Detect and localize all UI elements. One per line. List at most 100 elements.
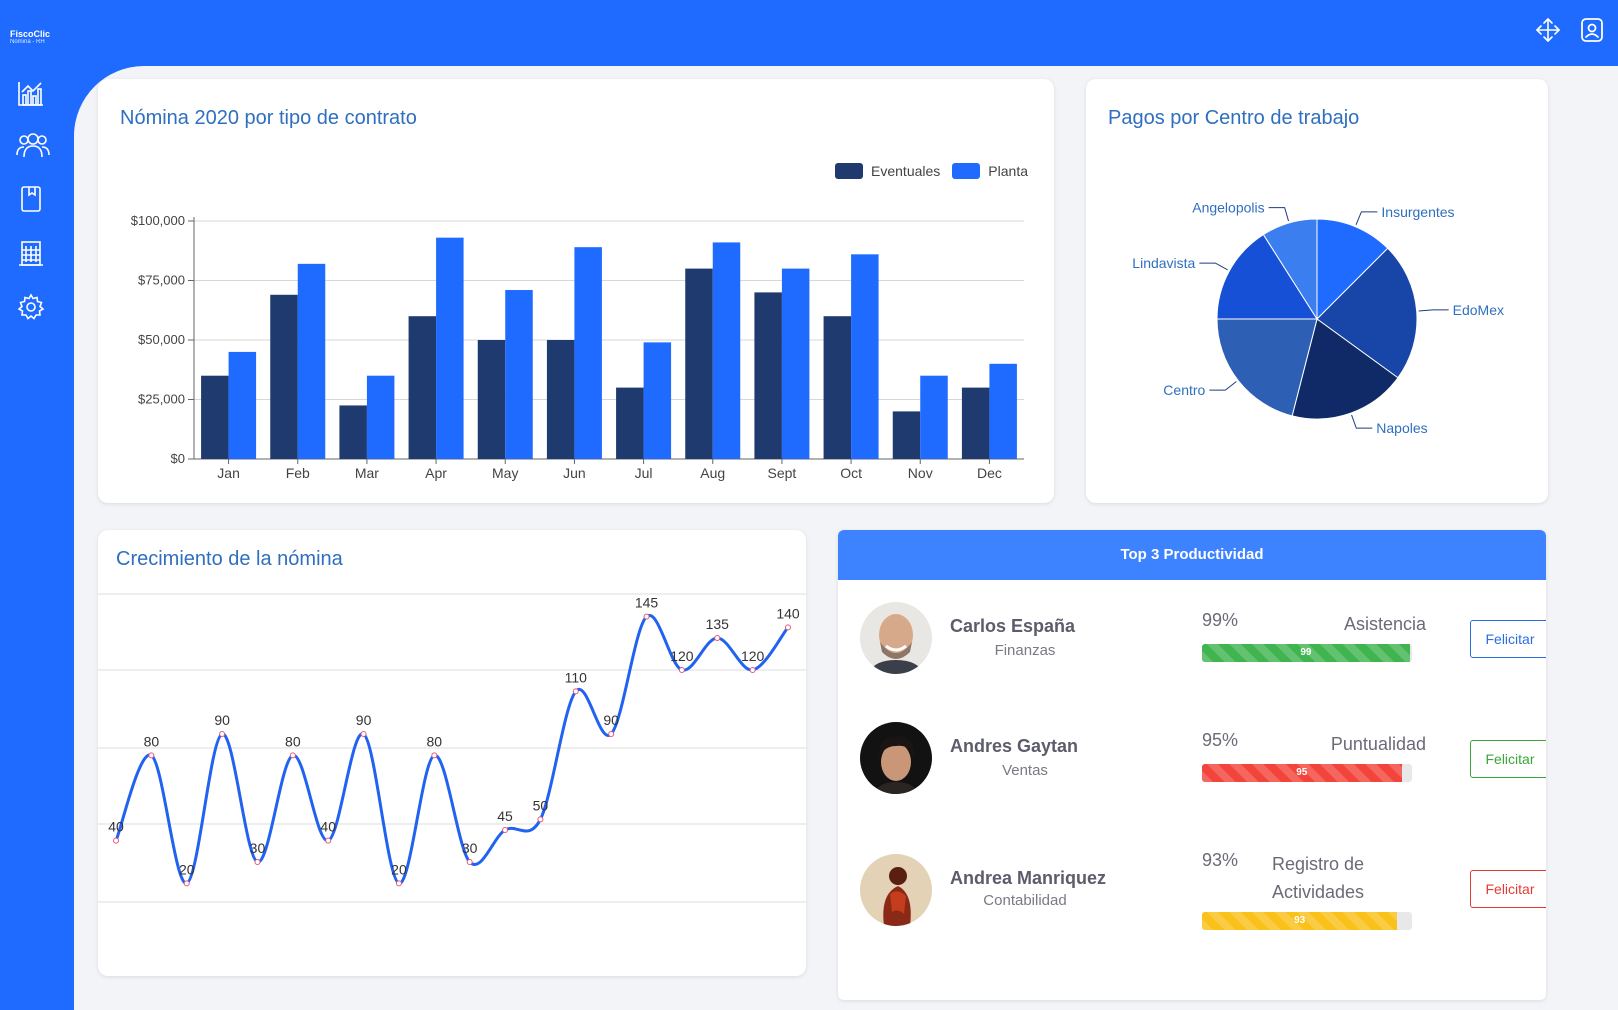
bar-eventuales-may[interactable] bbox=[477, 340, 506, 459]
line-point[interactable] bbox=[466, 859, 473, 865]
profile-icon[interactable] bbox=[1578, 16, 1606, 44]
person-department: Ventas bbox=[1002, 762, 1048, 779]
pie-chart-title: Pagos por Centro de trabajo bbox=[1108, 107, 1360, 129]
pie-slice-centro[interactable] bbox=[1216, 318, 1318, 417]
felicitar-button[interactable]: Felicitar bbox=[1470, 620, 1546, 658]
line-data-label: 20 bbox=[391, 861, 407, 877]
x-tick-label: Apr bbox=[425, 465, 447, 481]
line-data-label: 80 bbox=[285, 733, 301, 749]
line-point[interactable] bbox=[183, 880, 190, 887]
line-point[interactable] bbox=[113, 837, 119, 844]
line-chart-title: Crecimiento de la nómina bbox=[116, 548, 343, 570]
line-chart-card: Crecimiento de la nómina 40 80 20 90 30 80 40 9… bbox=[98, 530, 806, 976]
bar-planta-jul[interactable] bbox=[643, 342, 672, 459]
felicitar-button[interactable]: Felicitar bbox=[1470, 870, 1546, 908]
sidebar-item-reports[interactable] bbox=[16, 78, 46, 108]
line-data-label: 50 bbox=[533, 797, 549, 813]
line-point[interactable] bbox=[749, 667, 756, 673]
sidebar-item-settings[interactable] bbox=[16, 292, 46, 322]
pie-label: Lindavista bbox=[1132, 255, 1195, 271]
person-metric: Puntualidad bbox=[1330, 734, 1426, 754]
person-department: Finanzas bbox=[994, 642, 1056, 659]
bar-planta-jun[interactable] bbox=[574, 247, 602, 459]
app-logo[interactable]: FiscoClic Nómina - RH bbox=[10, 29, 50, 46]
move-arrows-icon[interactable] bbox=[1534, 16, 1562, 44]
bar-planta-dec[interactable] bbox=[989, 363, 1017, 459]
bar-eventuales-sept[interactable] bbox=[754, 292, 782, 459]
dashboard-content: Nómina 2020 por tipo de contrato Eventua… bbox=[74, 66, 1618, 1010]
line-point[interactable] bbox=[572, 688, 579, 695]
line-point[interactable] bbox=[254, 859, 261, 865]
bar-planta-aug[interactable] bbox=[712, 242, 741, 459]
y-tick-label: $25,000 bbox=[138, 392, 185, 407]
line-data-label: 135 bbox=[706, 616, 730, 632]
pie-slice-insurgentes[interactable] bbox=[1316, 218, 1389, 321]
x-tick-label: Feb bbox=[286, 465, 310, 481]
x-tick-label: Mar bbox=[355, 465, 379, 481]
bar-chart-legend: Eventuales Planta bbox=[835, 163, 1028, 179]
pie-slice-edomex[interactable] bbox=[1316, 247, 1418, 379]
bar-planta-feb[interactable] bbox=[297, 263, 326, 459]
y-tick-label: $75,000 bbox=[138, 273, 185, 288]
pie-slice-napoles[interactable] bbox=[1291, 318, 1399, 420]
bar-chart-icon bbox=[18, 82, 43, 106]
line-data-label: 145 bbox=[635, 595, 659, 611]
bar-planta-sept[interactable] bbox=[781, 268, 810, 459]
avatar bbox=[860, 722, 932, 794]
line-point[interactable] bbox=[289, 752, 296, 759]
line-point[interactable] bbox=[502, 827, 509, 833]
person-percentage: 99% bbox=[1202, 610, 1239, 630]
line-data-label: 120 bbox=[670, 648, 694, 664]
line-point[interactable] bbox=[785, 624, 791, 631]
young-man-photo bbox=[860, 722, 932, 794]
pie-slice-lindavista[interactable] bbox=[1216, 233, 1318, 320]
sidebar bbox=[0, 66, 74, 1010]
line-point[interactable] bbox=[360, 731, 367, 737]
bar-eventuales-nov[interactable] bbox=[892, 411, 921, 459]
legend-swatch-planta bbox=[952, 163, 981, 179]
line-point[interactable] bbox=[431, 752, 438, 759]
bar-eventuales-apr[interactable] bbox=[408, 316, 437, 459]
bar-eventuales-jul[interactable] bbox=[616, 387, 644, 459]
bar-planta-mar[interactable] bbox=[366, 375, 395, 459]
bar-planta-apr[interactable] bbox=[436, 237, 464, 459]
person-percentage: 93% bbox=[1202, 850, 1239, 870]
line-point[interactable] bbox=[678, 667, 685, 673]
bar-planta-jan[interactable] bbox=[228, 351, 257, 459]
bar-planta-may[interactable] bbox=[505, 290, 533, 459]
line-data-label: 40 bbox=[108, 819, 124, 835]
bar-eventuales-jan[interactable] bbox=[201, 375, 229, 459]
pie-label: Angelopolis bbox=[1192, 200, 1264, 216]
person-department: Contabilidad bbox=[983, 892, 1067, 909]
bar-eventuales-jun[interactable] bbox=[546, 340, 575, 459]
line-point[interactable] bbox=[148, 752, 155, 759]
x-tick-label: Jul bbox=[635, 465, 653, 481]
x-tick-label: Nov bbox=[908, 465, 933, 481]
ranking-person-3: Andrea Manriquez Contabilidad 93% Regist… bbox=[838, 850, 1546, 954]
line-point[interactable] bbox=[219, 731, 226, 737]
line-data-label: 20 bbox=[179, 861, 195, 877]
bar-eventuales-aug[interactable] bbox=[685, 268, 713, 459]
pie-slice-angelopolis[interactable] bbox=[1262, 218, 1318, 321]
felicitar-button[interactable]: Felicitar bbox=[1470, 740, 1546, 778]
sidebar-item-workplaces[interactable] bbox=[16, 238, 46, 268]
sidebar-item-employees[interactable] bbox=[16, 130, 50, 160]
line-point[interactable] bbox=[608, 731, 615, 737]
line-point[interactable] bbox=[714, 635, 721, 641]
pie-leader-line bbox=[1199, 262, 1228, 271]
bar-eventuales-feb[interactable] bbox=[270, 294, 298, 459]
bar-planta-oct[interactable] bbox=[851, 254, 879, 459]
line-point[interactable] bbox=[395, 880, 402, 887]
progress-bar-fill: 93 bbox=[1202, 912, 1398, 930]
line-point[interactable] bbox=[325, 837, 332, 844]
avatar bbox=[860, 602, 932, 674]
bar-planta-nov[interactable] bbox=[920, 375, 948, 459]
line-point[interactable] bbox=[643, 613, 650, 620]
bar-chart-card: Nómina 2020 por tipo de contrato Eventua… bbox=[98, 79, 1054, 503]
sidebar-item-documents[interactable] bbox=[16, 184, 46, 214]
bar-eventuales-oct[interactable] bbox=[823, 316, 852, 459]
pie-leader-line bbox=[1351, 414, 1373, 429]
line-point[interactable] bbox=[537, 816, 544, 823]
bar-eventuales-mar[interactable] bbox=[339, 405, 367, 459]
bar-eventuales-dec[interactable] bbox=[961, 387, 990, 459]
